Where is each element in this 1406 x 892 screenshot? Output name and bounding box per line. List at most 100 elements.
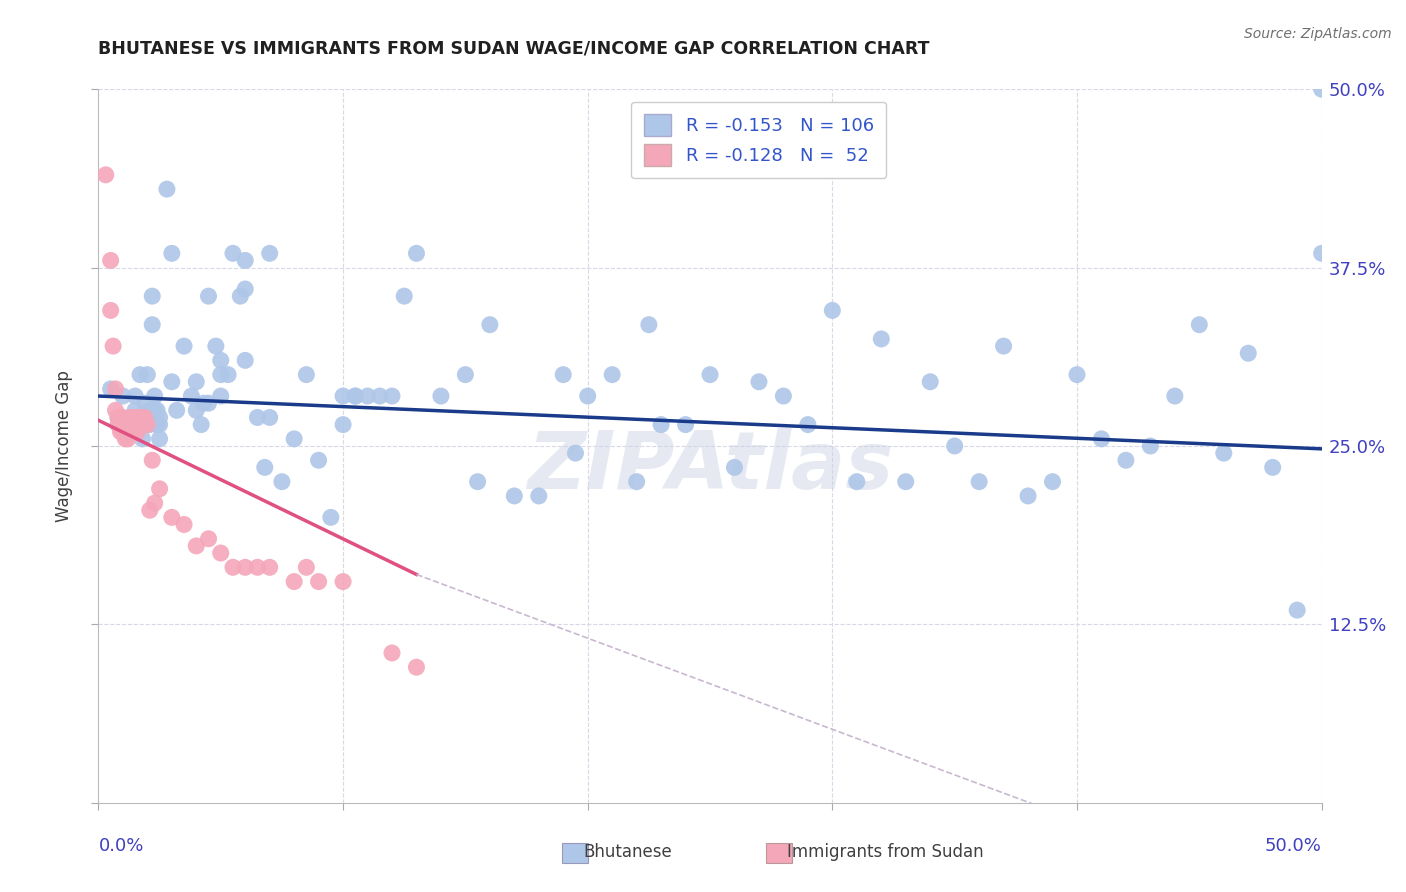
Point [920, 375, 942, 389]
Point [1042, 475, 1064, 489]
Point [283, 432, 305, 446]
Point [107, 410, 129, 425]
Point [149, 482, 172, 496]
Point [120, 410, 142, 425]
Point [100, 253, 122, 268]
Point [139, 417, 162, 432]
Point [209, 368, 232, 382]
Point [173, 339, 195, 353]
Point [1310, 82, 1333, 96]
Point [94, 168, 117, 182]
Point [120, 410, 142, 425]
Point [845, 475, 868, 489]
Point [308, 453, 330, 467]
Point [209, 389, 232, 403]
Point [104, 382, 127, 396]
Point [723, 460, 745, 475]
Point [748, 375, 770, 389]
Point [111, 410, 134, 425]
Point [127, 417, 149, 432]
Point [143, 389, 166, 403]
Point [160, 375, 183, 389]
Point [136, 417, 159, 432]
Point [124, 425, 146, 439]
Point [134, 410, 156, 425]
Point [332, 574, 354, 589]
Point [675, 417, 697, 432]
Point [120, 417, 142, 432]
Text: Source: ZipAtlas.com: Source: ZipAtlas.com [1244, 27, 1392, 41]
Point [392, 289, 416, 303]
Point [100, 303, 122, 318]
Point [233, 282, 256, 296]
Point [217, 368, 239, 382]
Point [894, 475, 917, 489]
Point [146, 417, 169, 432]
Point [117, 425, 139, 439]
Point [197, 396, 219, 410]
Point [114, 432, 136, 446]
Point [139, 503, 162, 517]
Point [467, 475, 489, 489]
Text: 50.0%: 50.0% [1265, 837, 1322, 855]
Point [173, 517, 195, 532]
Point [772, 389, 794, 403]
Point [131, 432, 153, 446]
Point [124, 389, 146, 403]
Point [1066, 368, 1088, 382]
Point [127, 425, 149, 439]
Point [405, 246, 427, 260]
Point [186, 375, 208, 389]
Point [149, 432, 172, 446]
Point [821, 303, 844, 318]
Point [576, 389, 599, 403]
Point [1286, 603, 1309, 617]
Point [295, 560, 318, 574]
Point [233, 353, 256, 368]
Point [121, 417, 143, 432]
Point [1164, 389, 1187, 403]
Point [186, 403, 208, 417]
Point [193, 396, 215, 410]
Point [111, 425, 134, 439]
Point [114, 417, 136, 432]
Point [131, 417, 153, 432]
Point [259, 410, 281, 425]
Point [117, 432, 139, 446]
Text: Immigrants from Sudan: Immigrants from Sudan [787, 843, 984, 861]
Point [124, 403, 146, 417]
Point [246, 560, 269, 574]
Point [139, 403, 162, 417]
Point [127, 417, 149, 432]
Point [381, 389, 404, 403]
Point [141, 453, 163, 467]
Point [1188, 318, 1211, 332]
Point [344, 389, 367, 403]
Point [430, 389, 453, 403]
Point [146, 403, 169, 417]
Point [205, 339, 228, 353]
Point [381, 646, 404, 660]
Point [626, 475, 648, 489]
Point [253, 460, 276, 475]
Point [356, 389, 378, 403]
Point [295, 368, 318, 382]
Point [117, 417, 139, 432]
Point [967, 475, 990, 489]
Point [136, 410, 159, 425]
Point [129, 368, 152, 382]
Point [699, 368, 721, 382]
Point [131, 410, 153, 425]
Point [283, 574, 305, 589]
Point [233, 560, 256, 574]
Point [564, 446, 586, 460]
Y-axis label: Wage/Income Gap: Wage/Income Gap [55, 370, 73, 522]
Point [1115, 453, 1137, 467]
Point [405, 660, 427, 674]
Point [117, 417, 139, 432]
Point [650, 417, 672, 432]
Text: ZIPAtlas: ZIPAtlas [527, 428, 893, 507]
Point [870, 332, 893, 346]
Point [1310, 246, 1333, 260]
Point [454, 368, 477, 382]
